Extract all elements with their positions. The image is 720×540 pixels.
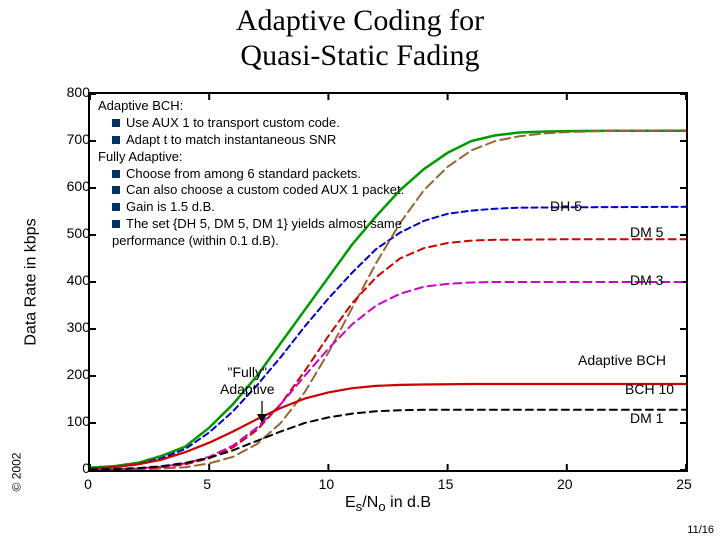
x-tick-label: 5	[203, 476, 211, 492]
series-dm1	[90, 410, 686, 470]
legend-item: The set {DH 5, DM 5, DM 1} yields almost…	[112, 216, 478, 250]
y-tick-label: 400	[50, 272, 90, 288]
y-tick-label: 600	[50, 178, 90, 194]
series-dm3	[90, 282, 686, 470]
x-tick-label: 10	[319, 476, 335, 492]
copyright-label: © 2002	[9, 453, 23, 492]
fully-adaptive-line2: Adaptive	[220, 381, 274, 397]
legend-item: Can also choose a custom coded AUX 1 pac…	[112, 182, 478, 199]
x-tick-label: 25	[676, 476, 692, 492]
ylabel-wrap: Data Rate in kbps	[22, 92, 42, 472]
legend-section2-title: Fully Adaptive:	[98, 149, 478, 166]
y-tick-label: 0	[50, 460, 90, 476]
x-tick-label: 0	[84, 476, 92, 492]
chart: © 2002 Data Rate in kbps 010020030040050…	[28, 92, 698, 502]
y-tick-label: 300	[50, 319, 90, 335]
arrow-icon	[255, 401, 269, 423]
curve-label: DH 5	[550, 198, 582, 214]
x-axis-label: Es/No in d.B	[88, 494, 688, 514]
legend-item: Choose from among 6 standard packets.	[112, 166, 478, 183]
y-tick-label: 200	[50, 366, 90, 382]
legend-box: Adaptive BCH: Use AUX 1 to transport cus…	[98, 98, 478, 250]
legend-section1-title: Adaptive BCH:	[98, 98, 478, 115]
y-tick-label: 100	[50, 413, 90, 429]
curve-label: Adaptive BCH	[578, 352, 666, 368]
y-tick-label: 700	[50, 131, 90, 147]
y-tick-label: 800	[50, 84, 90, 100]
legend-section2-list: Choose from among 6 standard packets.Can…	[98, 166, 478, 250]
legend-item: Adapt t to match instantaneous SNR	[112, 132, 478, 149]
curve-label: DM 5	[630, 224, 663, 240]
x-tick-label: 20	[557, 476, 573, 492]
legend-section1-list: Use AUX 1 to transport custom code.Adapt…	[98, 115, 478, 149]
slide-title: Adaptive Coding for Quasi-Static Fading	[0, 4, 720, 73]
legend-item: Gain is 1.5 d.B.	[112, 199, 478, 216]
slide: Adaptive Coding for Quasi-Static Fading …	[0, 0, 720, 540]
curve-label: DM 1	[630, 410, 663, 426]
x-tick-label: 15	[438, 476, 454, 492]
curve-label: DM 3	[630, 272, 663, 288]
plot-area: Adaptive BCH: Use AUX 1 to transport cus…	[88, 92, 688, 472]
title-line-2: Quasi-Static Fading	[240, 39, 479, 72]
series-bch10	[90, 384, 686, 469]
y-axis-label: Data Rate in kbps	[23, 218, 41, 345]
curve-label: BCH 10	[625, 381, 674, 397]
y-tick-label: 500	[50, 225, 90, 241]
title-line-1: Adaptive Coding for	[236, 4, 484, 37]
legend-item: Use AUX 1 to transport custom code.	[112, 115, 478, 132]
page-number: 11/16	[687, 524, 714, 536]
fully-adaptive-label: "Fully" Adaptive	[220, 364, 274, 398]
fully-adaptive-line1: "Fully"	[227, 364, 267, 380]
